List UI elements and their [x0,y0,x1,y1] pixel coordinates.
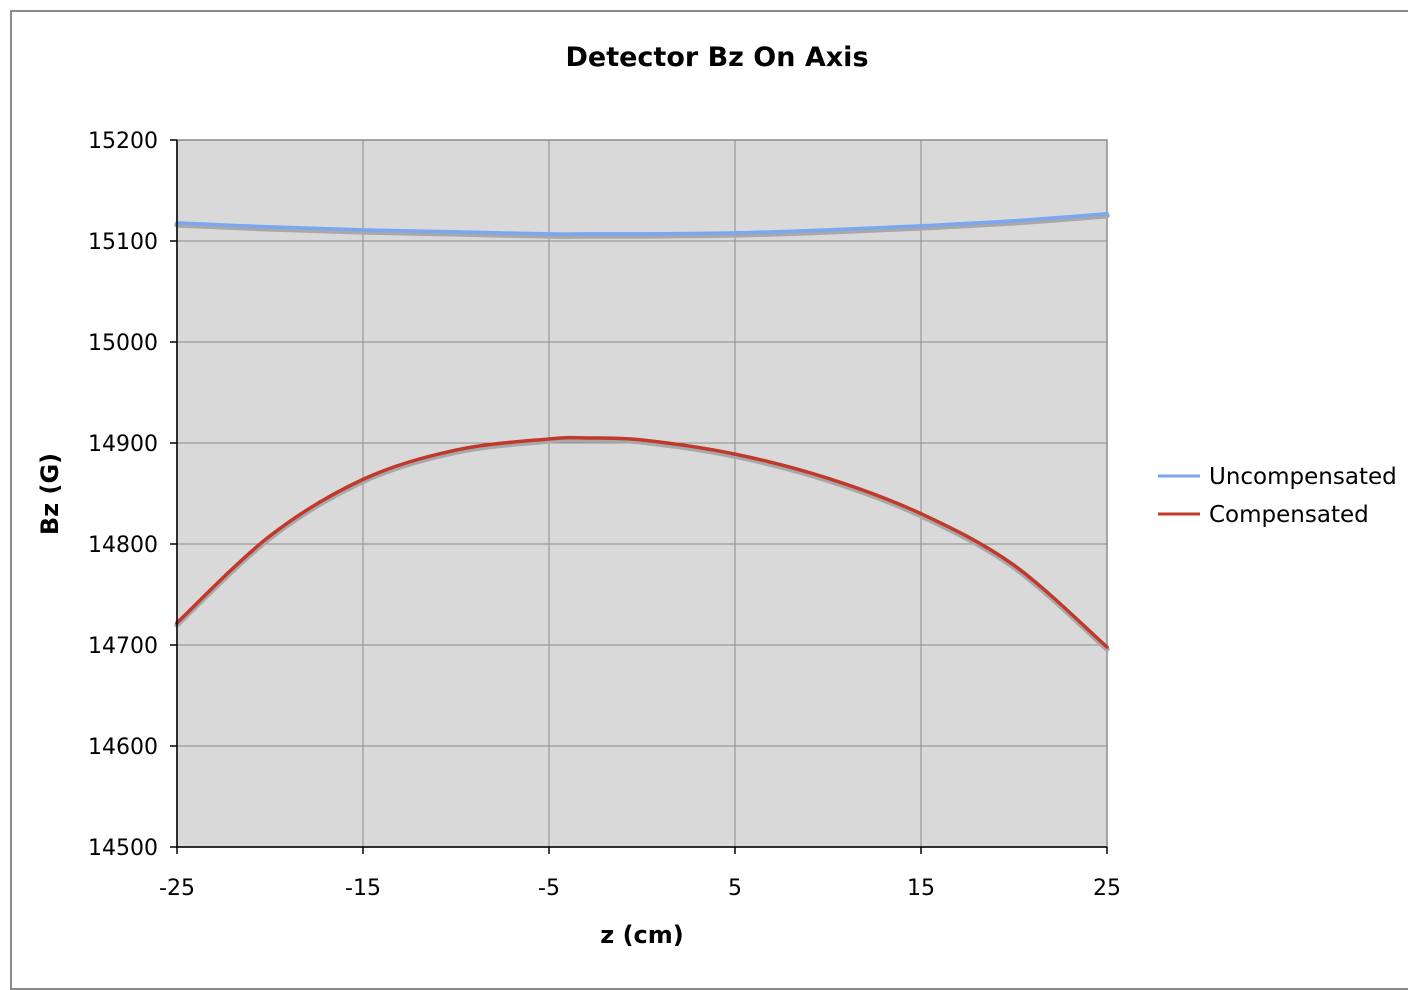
data-point-compensated [268,534,272,538]
data-point-uncompensated [826,228,830,232]
y-tick-label: 14700 [88,634,158,659]
data-point-uncompensated [454,230,458,234]
legend-label-uncompensated: Uncompensated [1209,464,1397,490]
y-tick-label: 14500 [88,836,158,861]
legend: Uncompensated Compensated [1158,464,1397,528]
gridlines [177,140,1107,847]
x-tick-label: -15 [345,876,381,901]
data-point-compensated [919,512,923,516]
data-point-compensated [1105,645,1109,649]
y-tick-label: 14600 [88,735,158,760]
x-tick-label: -25 [159,876,195,901]
series-uncompensated-line [175,211,1109,236]
data-point-compensated [733,452,737,456]
y-tick-label: 14900 [88,432,158,457]
series-compensated-shadow [174,436,1110,652]
y-tick-label: 14800 [88,533,158,558]
data-point-compensated [361,477,365,481]
data-point-uncompensated [1012,219,1016,223]
y-tick-label: 15200 [88,129,158,154]
data-point-compensated [1012,563,1016,567]
x-tick-label: -5 [538,876,560,901]
data-point-uncompensated [733,231,737,235]
data-point-uncompensated [547,232,551,236]
data-point-uncompensated [919,224,923,228]
data-point-compensated [826,476,830,480]
data-point-compensated [547,437,551,441]
x-axis-ticks: -25 -15 -5 5 15 25 [159,847,1121,901]
data-point-uncompensated [640,232,644,236]
legend-label-compensated: Compensated [1209,502,1369,528]
x-axis-label: z (cm) [600,921,684,949]
x-tick-label: 5 [728,876,742,901]
plot-area [176,139,1108,848]
data-point-uncompensated [361,228,365,232]
series-uncompensated-shadow [174,212,1110,239]
x-tick-label: 25 [1093,876,1121,901]
series-compensated-line [175,435,1109,649]
data-point-uncompensated [584,232,588,236]
y-tick-label: 15000 [88,331,158,356]
data-point-uncompensated [268,225,272,229]
series-lines [174,211,1110,652]
data-point-compensated [640,438,644,442]
x-tick-label: 15 [907,876,935,901]
y-axis-label: Bz (G) [36,453,64,535]
data-point-uncompensated [1105,212,1109,216]
data-point-compensated [454,448,458,452]
y-axis-ticks: 15200 15100 15000 14900 14800 14700 14600 14500 [88,129,177,861]
y-tick-label: 15100 [88,230,158,255]
chart-title: Detector Bz On Axis [565,42,868,73]
data-point-compensated [584,436,588,440]
